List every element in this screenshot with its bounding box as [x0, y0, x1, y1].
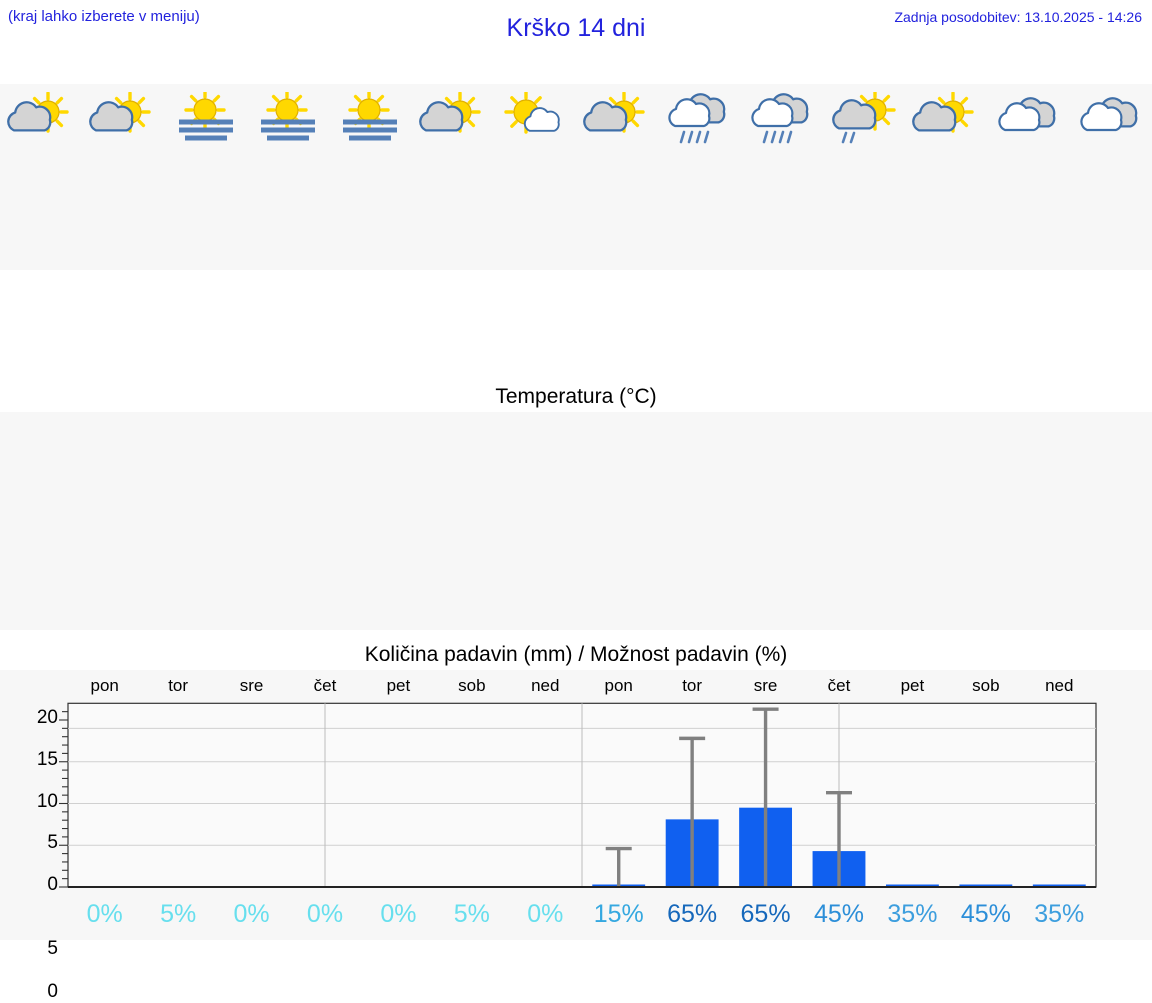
precipitation-day-label: ned [1045, 676, 1074, 695]
precipitation-probability-label: 0% [380, 900, 417, 928]
precipitation-probability-label: 15% [593, 900, 644, 928]
page-title: Krško 14 dni [506, 14, 646, 42]
sun-behind-cloud-with-drizzle-icon [827, 92, 901, 144]
sun-with-fog-icon [169, 92, 243, 144]
forecast-day-column[interactable] [658, 84, 740, 270]
sun-with-fog-icon [333, 92, 407, 144]
precipitation-day-label: sre [753, 676, 778, 695]
forecast-day-strip [0, 84, 1152, 270]
precipitation-day-label: pon [90, 676, 119, 695]
precipitation-probability-label: 65% [667, 900, 718, 928]
precipitation-day-label: pon [604, 676, 633, 695]
forecast-day-column[interactable] [823, 84, 905, 270]
precipitation-day-label: pet [386, 676, 411, 695]
precipitation-probability-label: 35% [1034, 900, 1085, 928]
precipitation-day-label: tor [168, 676, 189, 695]
forecast-day-column[interactable] [0, 84, 82, 270]
precipitation-probability-label: 65% [740, 900, 791, 928]
sun-behind-cloud-icon [4, 92, 78, 144]
precipitation-probability-label: 0% [306, 900, 344, 928]
precipitation-probability-label: 45% [813, 900, 865, 928]
forecast-day-column[interactable] [165, 84, 247, 270]
precipitation-day-label: ned [531, 676, 560, 695]
precipitation-day-label: čet [827, 676, 851, 695]
precipitation-probability-label: 35% [887, 900, 938, 928]
precipitation-day-label: čet [313, 676, 337, 695]
precipitation-y-axis-tick: 15 [36, 748, 58, 770]
precipitation-y-axis-tick: 20 [36, 707, 58, 728]
precipitation-probability-label: 0% [86, 900, 123, 928]
forecast-day-column[interactable] [82, 84, 164, 270]
page-header: (kraj lahko izberete v meniju) Krško 14 … [0, 0, 1152, 52]
forecast-day-column[interactable] [741, 84, 823, 270]
cloud-icon [992, 92, 1066, 144]
precipitation-day-label: sob [458, 676, 486, 695]
menu-hint: (kraj lahko izberete v meniju) [8, 8, 200, 25]
sun-behind-cloud-icon [416, 92, 490, 144]
precipitation-probability-label: 5% [453, 900, 490, 928]
forecast-day-column[interactable] [329, 84, 411, 270]
forecast-day-column[interactable] [494, 84, 576, 270]
temperature-chart-title: Temperatura (°C) [0, 382, 1152, 412]
forecast-day-column[interactable] [247, 84, 329, 270]
sun-behind-small-cloud-icon [498, 92, 572, 144]
temperature-y-axis-tick: 0 [47, 981, 58, 1002]
cloud-with-rain-icon [745, 92, 819, 144]
cloud-icon [1074, 92, 1148, 144]
precipitation-y-axis-tick: 5 [47, 832, 58, 854]
precipitation-day-label: pet [900, 676, 925, 695]
precipitation-chart-title: Količina padavin (mm) / Možnost padavin … [0, 640, 1152, 670]
precipitation-probability-label: 45% [960, 900, 1011, 928]
last-updated: Zadnja posodobitev: 13.10.2025 - 14:26 [894, 9, 1142, 25]
precipitation-day-label: sob [972, 676, 1000, 695]
sun-behind-cloud-icon [909, 92, 983, 144]
temperature-y-axis-tick: 5 [47, 938, 58, 960]
precipitation-y-axis-tick: 0 [47, 874, 58, 895]
precipitation-plot: 20 15 10 5 0 pon tor sre čet pet sob ned pon tor sre če… [0, 640, 1152, 940]
sun-behind-cloud-icon [86, 92, 160, 144]
precipitation-chart: Količina padavin (mm) / Možnost padavin … [0, 640, 1152, 940]
forecast-day-column[interactable] [576, 84, 658, 270]
sun-behind-cloud-icon [580, 92, 654, 144]
precipitation-probability-label: 0% [527, 900, 564, 928]
forecast-day-column[interactable] [1070, 84, 1152, 270]
precipitation-day-label: sre [239, 676, 264, 695]
sun-with-fog-icon [251, 92, 325, 144]
precipitation-day-label: tor [682, 676, 703, 695]
precipitation-probability-label: 0% [233, 900, 270, 928]
precipitation-y-axis-tick: 10 [36, 790, 58, 812]
forecast-day-column[interactable] [987, 84, 1069, 270]
precipitation-probability-label: 5% [160, 900, 197, 928]
forecast-day-column[interactable] [905, 84, 987, 270]
forecast-day-column[interactable] [411, 84, 493, 270]
cloud-with-rain-icon [662, 92, 736, 144]
